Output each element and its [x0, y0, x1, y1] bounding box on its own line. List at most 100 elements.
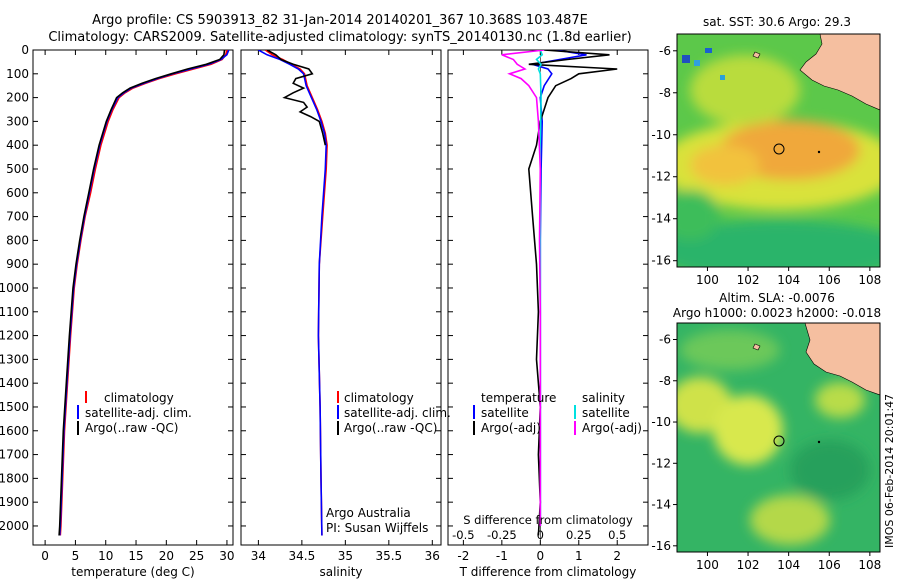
- x-tick-label: 36: [425, 549, 440, 563]
- sst-cloud-pixel: [720, 75, 725, 80]
- annotation-line-1: Argo Australia: [326, 506, 411, 520]
- y-tick-label: 1700: [0, 448, 29, 462]
- sla-yellow-blob: [815, 382, 865, 418]
- salinity-x-label: salinity: [319, 565, 362, 579]
- temperature-plot-frame: [32, 49, 234, 546]
- sst-north-yellow: [690, 55, 800, 125]
- legend-label-climatology: climatology: [344, 391, 414, 405]
- y-tick-label: 1900: [0, 495, 29, 509]
- header-line-2: Climatology: CARS2009. Satellite-adjuste…: [48, 30, 631, 45]
- legend-label-satellite: satellite-adj. clim.: [85, 406, 192, 420]
- x2-tick-label: -0.5: [452, 528, 474, 542]
- land-sumatra-java: [804, 323, 880, 396]
- salinity-legend: climatology satellite-adj. clim. Argo(..…: [337, 391, 451, 435]
- legend-label-argo: Argo(..raw -QC): [344, 421, 437, 435]
- island: [752, 51, 761, 59]
- y-tick-label: 300: [6, 114, 29, 128]
- map-y-tick-label: -14: [651, 498, 671, 512]
- series-line: [501, 50, 545, 526]
- sst-cloud-pixel: [682, 55, 690, 63]
- legend-title-salinity: salinity: [582, 391, 625, 405]
- salinity-axes: 34 34.5 35 35.5 36: [241, 49, 441, 563]
- series-line: [258, 50, 328, 536]
- y-tick-label: 1100: [0, 305, 29, 319]
- temperature-legend: climatology satellite-adj. clim. Argo(..…: [77, 391, 192, 435]
- sla-map-field: [677, 323, 880, 552]
- x2-tick-label: 0.25: [566, 528, 592, 542]
- x-tick-label: -2: [457, 549, 469, 563]
- sla-green-blob: [790, 440, 870, 500]
- sla-map-title-1: Altim. SLA: -0.0076: [719, 291, 835, 305]
- sst-map-title: sat. SST: 30.6 Argo: 29.3: [703, 15, 851, 29]
- sla-map-title-2: Argo h1000: 0.0023 h2000: -0.018: [673, 306, 881, 320]
- x2-tick-label: -0.25: [487, 528, 517, 542]
- map-y-tick-label: -12: [651, 456, 671, 470]
- map-x-tick-label: 106: [818, 558, 841, 572]
- map-x-tick-label: 100: [696, 558, 719, 572]
- map-y-tick-label: -8: [659, 86, 671, 100]
- map-x-tick-label: 102: [737, 273, 760, 287]
- y-tick-label: 800: [6, 233, 29, 247]
- salinity-series: [258, 50, 328, 536]
- sst-cool-left: [677, 190, 720, 240]
- x-tick-label: 0: [536, 549, 544, 563]
- legend-label-sal-satellite: satellite: [582, 406, 630, 420]
- sla-light-blob: [680, 330, 780, 370]
- y-tick-label: 1600: [0, 424, 29, 438]
- difference-series: [501, 50, 618, 545]
- sla-map-axes: 100 102 104 106 108 -6 -8 -10 -12 -14 -16: [651, 333, 881, 572]
- series-line: [58, 50, 226, 536]
- x-tick-label: -1: [496, 549, 508, 563]
- x2-tick-label: 0.5: [608, 528, 626, 542]
- y-tick-label: 200: [6, 91, 29, 105]
- sst-south-cool: [677, 220, 880, 267]
- sla-yellow-blob: [713, 395, 783, 465]
- difference-x-label-2: S difference from climatology: [463, 513, 633, 527]
- island-dot: [817, 150, 821, 154]
- salinity-plot-frame: [240, 49, 442, 546]
- map-y-tick-label: -6: [659, 333, 671, 347]
- legend-label-temp-argo: Argo(-adj): [481, 421, 541, 435]
- x-tick-label: 1: [575, 549, 583, 563]
- land-sumatra-java: [799, 34, 880, 111]
- sst-cloud-pixel: [705, 48, 712, 53]
- x-tick-label: 15: [128, 549, 143, 563]
- sst-map-field: [677, 34, 880, 267]
- annotation-line-2: PI: Susan Wijffels: [326, 521, 428, 535]
- header-line-1: Argo profile: CS 5903913_82 31-Jan-2014 …: [92, 13, 588, 28]
- legend-title-temperature: temperature: [481, 391, 556, 405]
- map-y-tick-label: -16: [651, 539, 671, 553]
- x-tick-label: 0: [41, 549, 49, 563]
- y-tick-label: 1800: [0, 471, 29, 485]
- y-tick-label: 600: [6, 186, 29, 200]
- map-x-tick-label: 106: [818, 273, 841, 287]
- x-tick-label: 20: [159, 549, 174, 563]
- legend-label-sal-argo: Argo(-adj): [582, 421, 642, 435]
- legend-label-argo: Argo(..raw -QC): [85, 421, 178, 435]
- legend-label-temp-satellite: satellite: [481, 406, 529, 420]
- map-y-tick-label: -16: [651, 254, 671, 268]
- difference-plot-frame: [447, 49, 649, 546]
- map-y-tick-label: -6: [659, 44, 671, 58]
- legend-label-climatology: climatology: [104, 391, 174, 405]
- map-x-tick-label: 108: [858, 558, 881, 572]
- map-x-tick-label: 108: [858, 273, 881, 287]
- map-x-tick-label: 100: [696, 273, 719, 287]
- profile-location-marker: [773, 435, 785, 447]
- profile-location-marker: [773, 143, 785, 155]
- legend-label-satellite: satellite-adj. clim.: [344, 406, 451, 420]
- y-tick-label: 400: [6, 138, 29, 152]
- map-y-tick-label: -12: [651, 170, 671, 184]
- map-y-tick-label: -8: [659, 374, 671, 388]
- map-y-tick-label: -14: [651, 212, 671, 226]
- x-tick-label: 35.5: [375, 549, 402, 563]
- y-tick-label: 900: [6, 257, 29, 271]
- island: [752, 343, 761, 351]
- island-dot: [817, 440, 821, 444]
- y-tick-label: 100: [6, 67, 29, 81]
- sst-map-axes: 100 102 104 106 108 -6 -8 -10 -12 -14 -16: [651, 44, 881, 287]
- sla-yellow-blob: [750, 495, 830, 545]
- x-tick-label: 34.5: [289, 549, 316, 563]
- map-y-tick-label: -10: [651, 415, 671, 429]
